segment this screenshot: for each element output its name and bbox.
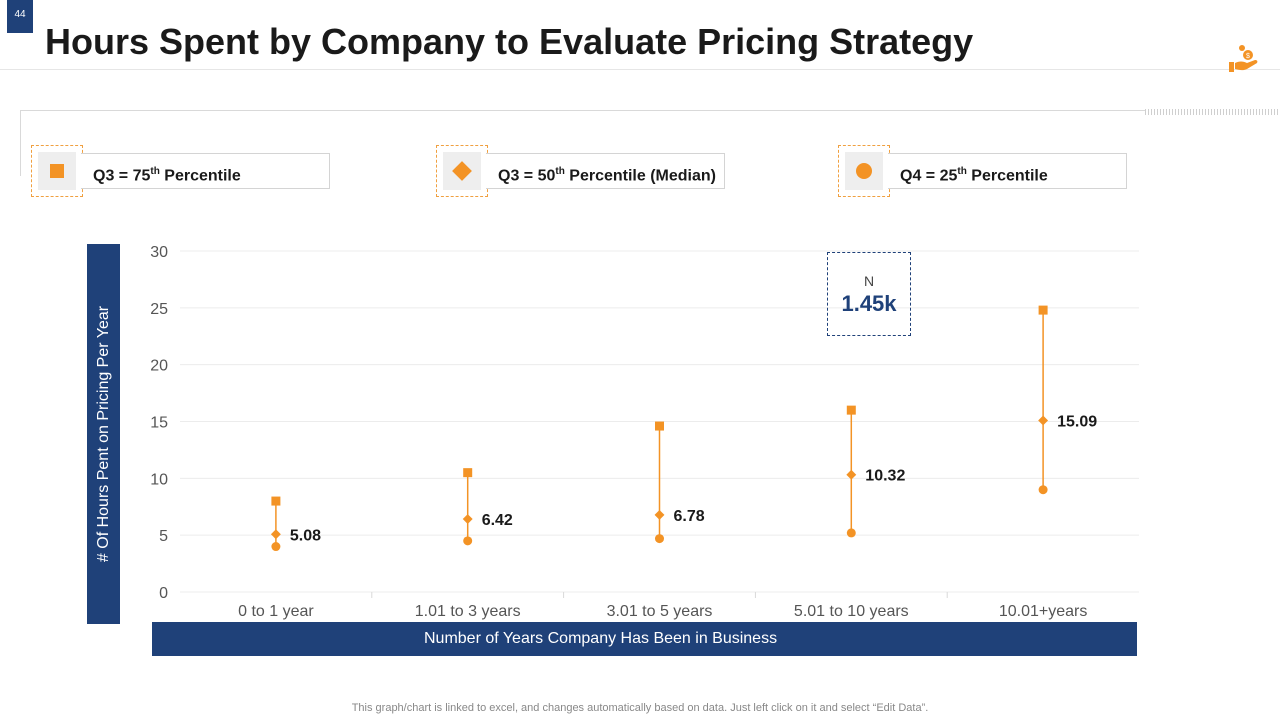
q75-square-marker xyxy=(271,496,281,506)
q75-square-marker xyxy=(1038,305,1048,315)
legend-label: Q3 = 50th Percentile (Median) xyxy=(486,153,725,189)
median-diamond-marker xyxy=(1038,415,1049,426)
median-data-label: 10.32 xyxy=(865,468,905,485)
title-divider xyxy=(0,69,1280,70)
q75-square-marker xyxy=(655,421,664,431)
legend-label: Q3 = 75th Percentile xyxy=(81,153,330,189)
frame-top-line xyxy=(20,110,1145,111)
median-diamond-marker xyxy=(270,529,281,540)
y-axis-title-band: # Of Hours Pent on Pricing Per Year xyxy=(87,244,120,624)
q75-square-marker xyxy=(846,405,856,415)
x-axis-title-band: Number of Years Company Has Been in Busi… xyxy=(152,622,1137,656)
q25-circle-marker xyxy=(655,534,664,544)
slide-number: 44 xyxy=(7,0,33,33)
median-diamond-marker xyxy=(654,509,665,520)
x-tick-label: 10.01+years xyxy=(999,603,1088,620)
x-tick-label: 0 to 1 year xyxy=(238,603,314,620)
q25-circle-marker xyxy=(846,528,856,538)
hand-coin-icon: $ xyxy=(1229,45,1258,72)
median-data-label: 15.09 xyxy=(1057,413,1097,430)
q25-circle-marker xyxy=(463,536,473,546)
y-tick-label: 15 xyxy=(150,415,168,432)
y-tick-label: 25 xyxy=(150,301,168,318)
x-tick-label: 1.01 to 3 years xyxy=(415,603,521,620)
legend-marker-box xyxy=(838,145,890,197)
footer-note: This graph/chart is linked to excel, and… xyxy=(351,702,929,714)
median-data-label: 6.78 xyxy=(674,508,705,525)
y-tick-label: 20 xyxy=(150,358,168,375)
y-tick-label: 0 xyxy=(159,585,168,602)
x-tick-label: 5.01 to 10 years xyxy=(794,603,909,620)
y-tick-label: 10 xyxy=(150,471,168,488)
legend-marker-box xyxy=(31,145,83,197)
median-data-label: 5.08 xyxy=(290,527,321,544)
decorative-hatch xyxy=(1145,109,1280,115)
sample-size-box: N 1.45k xyxy=(827,252,911,336)
diamond-marker-icon xyxy=(452,161,472,181)
q25-circle-marker xyxy=(1038,485,1048,495)
page-title: Hours Spent by Company to Evaluate Prici… xyxy=(45,21,974,62)
median-diamond-marker xyxy=(846,469,857,480)
square-marker-icon xyxy=(50,164,64,178)
svg-text:$: $ xyxy=(1246,53,1250,60)
frame-left-line xyxy=(20,110,21,176)
legend-label: Q4 = 25th Percentile xyxy=(888,153,1127,189)
legend-marker-box xyxy=(436,145,488,197)
q75-square-marker xyxy=(463,468,473,478)
x-axis-title: Number of Years Company Has Been in Busi… xyxy=(424,630,778,647)
median-data-label: 6.42 xyxy=(482,512,513,529)
median-diamond-marker xyxy=(462,514,473,524)
y-tick-label: 5 xyxy=(159,528,168,545)
y-tick-label: 30 xyxy=(150,244,168,261)
sample-size-value: 1.45k xyxy=(841,291,897,316)
circle-marker-icon xyxy=(856,163,872,179)
x-tick-label: 3.01 to 5 years xyxy=(607,603,713,620)
sample-size-label: N xyxy=(863,273,875,289)
q25-circle-marker xyxy=(271,542,281,552)
